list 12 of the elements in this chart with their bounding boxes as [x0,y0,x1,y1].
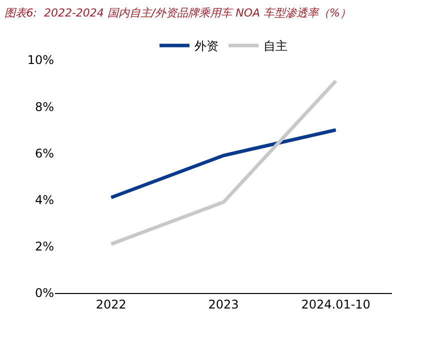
legend-label: 自主 [264,39,288,54]
x-tick-label: 2024.01-10 [301,297,370,312]
y-tick-label: 4% [34,193,54,207]
legend-label: 外资 [194,39,218,54]
chart-title: 图表6: 2022-2024 国内自主/外资品牌乘用车 NOA 车型渗透率（%） [4,6,351,20]
x-tick-label: 2022 [96,297,126,312]
y-tick-label: 10% [27,53,54,68]
y-tick-label: 8% [34,100,54,114]
y-tick-label: 2% [34,240,54,254]
y-tick-label: 0% [34,286,54,300]
y-tick-label: 6% [34,146,54,160]
x-tick-label: 2023 [208,297,239,312]
